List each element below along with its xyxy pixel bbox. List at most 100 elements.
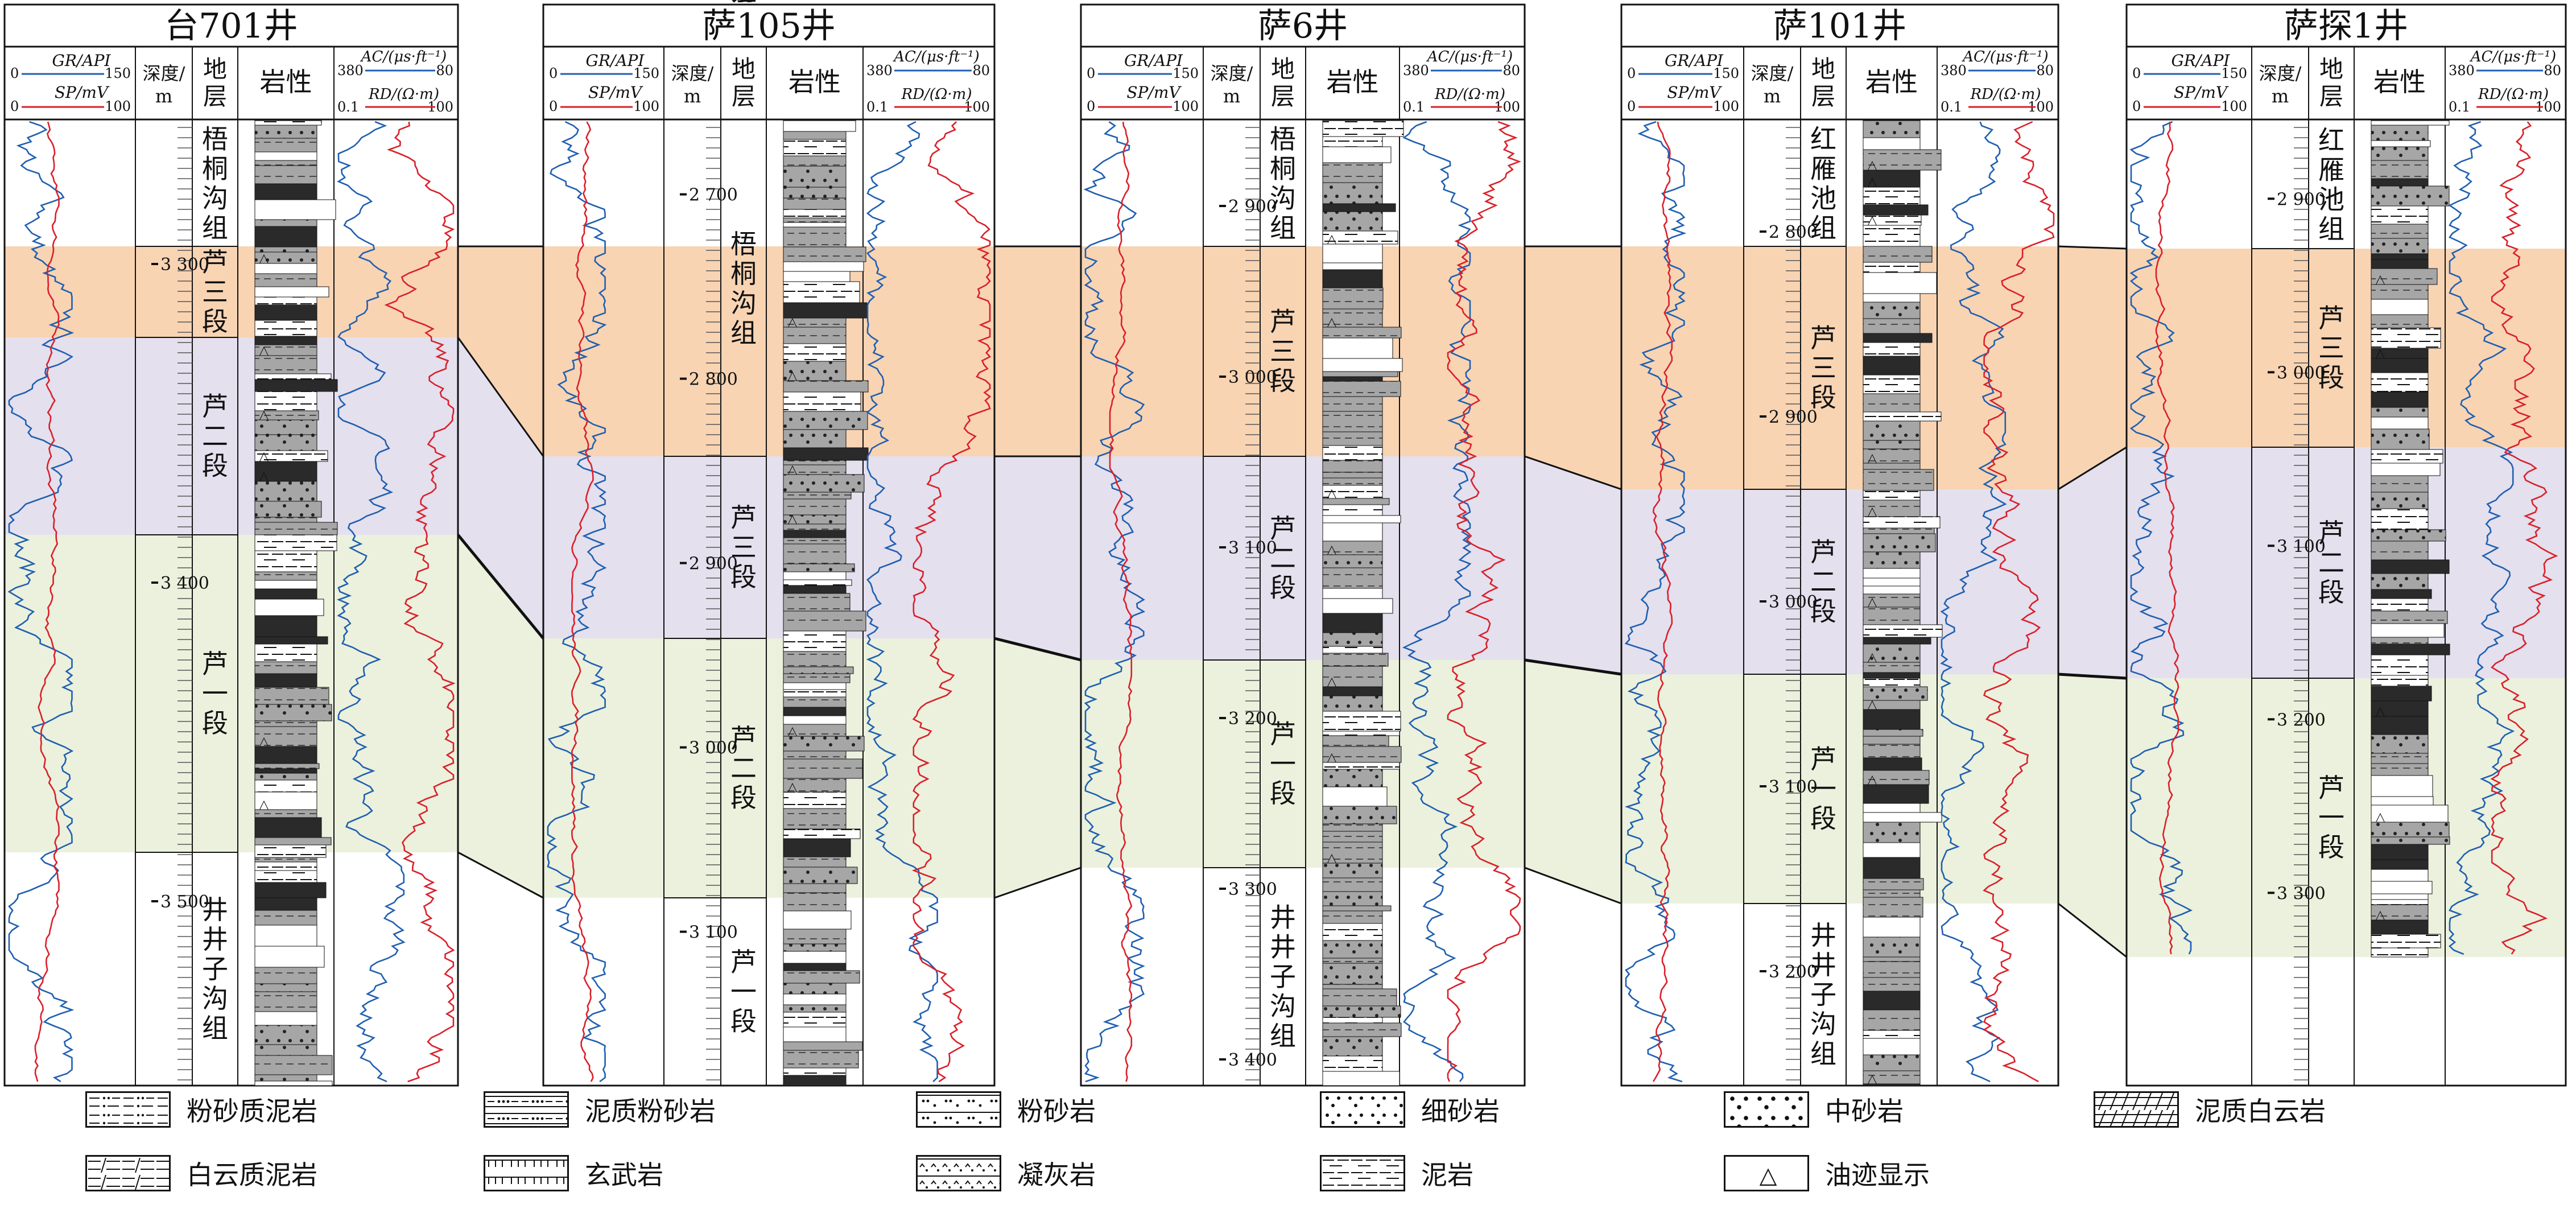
lithology-bed: [783, 246, 866, 262]
lithology-bed: [783, 429, 847, 448]
lithology-bed: [254, 817, 322, 838]
well-3: 萨6井 GR/API 0 150 SP/mV 0 100 深度/m 地层 岩性 AC/(μs·ft⁻…: [1080, 3, 1526, 1087]
lithology-bed: [1322, 445, 1383, 461]
lithology-bed: [1863, 672, 1921, 679]
stratum-band: [1621, 489, 2058, 674]
lithology-bed: [1863, 137, 1921, 150]
lithology-bed: [1863, 637, 1931, 645]
lithology-bed: [1863, 770, 1930, 785]
depth-label: 3 500: [160, 892, 209, 912]
oil-trace-marker: △: [259, 449, 269, 464]
lithology-bed: [783, 707, 847, 716]
lithology-bed: [1322, 381, 1401, 397]
lithology-bed: [2371, 822, 2450, 838]
depth-label: 3 300: [160, 255, 209, 275]
lithology-bed: [1322, 396, 1383, 412]
lithology-bed: [254, 704, 332, 721]
ac-curve: [2448, 121, 2515, 955]
stratum-label: 二: [1810, 567, 1836, 597]
lithology-bed: [1863, 662, 1921, 673]
stratum-label: 组: [1810, 1038, 1836, 1069]
legend-item-basalt: 玄武岩: [484, 1150, 663, 1196]
fine-sandstone-swatch: [1320, 1091, 1405, 1128]
basalt-swatch: [484, 1155, 569, 1191]
sp-label: SP/mV: [588, 83, 643, 102]
lithology-bed: [1322, 498, 1390, 505]
strata-header: 地: [1271, 55, 1295, 83]
oil-trace-marker: △: [788, 463, 798, 477]
stratum-label: 芦: [730, 947, 757, 977]
lithology-bed: [2371, 449, 2443, 464]
stratum-label: 芦: [1810, 323, 1836, 354]
lithology-bed: [1863, 956, 1921, 962]
stratum-label: 段: [2318, 362, 2344, 393]
oil-trace-marker: △: [1868, 650, 1877, 665]
stratum-label: 芦: [2318, 773, 2344, 803]
lithology-bed: [783, 970, 860, 984]
stratum-label: 池: [2318, 184, 2344, 215]
depth-label: 3 200: [1769, 962, 1818, 982]
lithology-bed: [2371, 463, 2441, 476]
stratum-label: 雁: [2318, 155, 2344, 185]
stratum-label: 一: [730, 976, 757, 1007]
lithology-bed: [783, 261, 864, 272]
rd-min: 0.1: [1403, 99, 1425, 115]
lithology-bed: [1322, 646, 1383, 654]
stratum-label: 组: [730, 0, 757, 6]
lithology-bed: [1322, 120, 1404, 137]
lithology-bed: [2371, 686, 2432, 702]
gr-max: 150: [1713, 65, 1739, 81]
lithology-bed: [1322, 613, 1383, 633]
legend-label: 细砂岩: [1421, 1096, 1500, 1127]
stratum-band: [1621, 674, 2058, 904]
lithology-bed: [254, 379, 338, 392]
stratum-label: 沟: [1810, 1009, 1836, 1040]
oil-trace-marker: △: [1868, 698, 1877, 712]
lithology-bed: [2371, 637, 2429, 645]
lithology-bed: [783, 327, 847, 344]
lithology-header: 岩性: [2373, 67, 2426, 97]
stratum-label: 二: [730, 753, 757, 783]
oil-trace-marker: △: [1327, 851, 1337, 865]
lithology-bed: [783, 361, 847, 381]
lithology-bed: [2371, 598, 2429, 612]
stratum-label: 井: [1810, 950, 1836, 980]
stratum-label: 芦: [2318, 303, 2344, 334]
argillaceous-dolomite-swatch: [2094, 1091, 2179, 1128]
lithology-bed: [254, 391, 317, 411]
lithology-bed: [1322, 431, 1383, 446]
mudstone-swatch: [1320, 1155, 1405, 1191]
stratum-band: [2127, 249, 2566, 447]
lithology-bed: [783, 666, 854, 674]
oil-trace-marker: △: [1327, 675, 1337, 689]
lithology-bed: [1863, 420, 1921, 441]
lithology-bed: [2371, 934, 2441, 948]
strata-header: 层: [1811, 82, 1835, 110]
lithology-bed: [1863, 709, 1921, 730]
lithology-bed: [1322, 541, 1383, 555]
lithology-bed: [1863, 878, 1924, 890]
lithology-bed: [2371, 224, 2429, 239]
oil-trace-marker: △: [788, 315, 798, 329]
lithology-bed: [1322, 686, 1383, 696]
lithology-bed: [254, 226, 317, 248]
lithology-bed: [783, 209, 847, 218]
stratum-label: 井: [730, 0, 757, 6]
sp-label: SP/mV: [55, 83, 110, 102]
stratum-label: 沟: [202, 183, 228, 214]
lithology-bed: [1322, 411, 1383, 432]
lithology-bed: [254, 599, 324, 616]
ac-curve: [866, 121, 938, 1082]
stratum-label: 芦: [1810, 744, 1836, 775]
correlation-line: [994, 867, 1081, 899]
depth-header: 深度/: [1211, 63, 1253, 84]
lithology-bed: [1322, 940, 1383, 959]
legend-label: 粉砂岩: [1017, 1096, 1096, 1127]
lithology-bed: [254, 844, 327, 858]
lithology-bed: [783, 271, 851, 282]
oil-trace-marker: △: [788, 512, 798, 526]
gr-min: 0: [1627, 65, 1636, 81]
stratum-label: 一: [1270, 749, 1296, 779]
lithology-bed: [2371, 299, 2429, 315]
